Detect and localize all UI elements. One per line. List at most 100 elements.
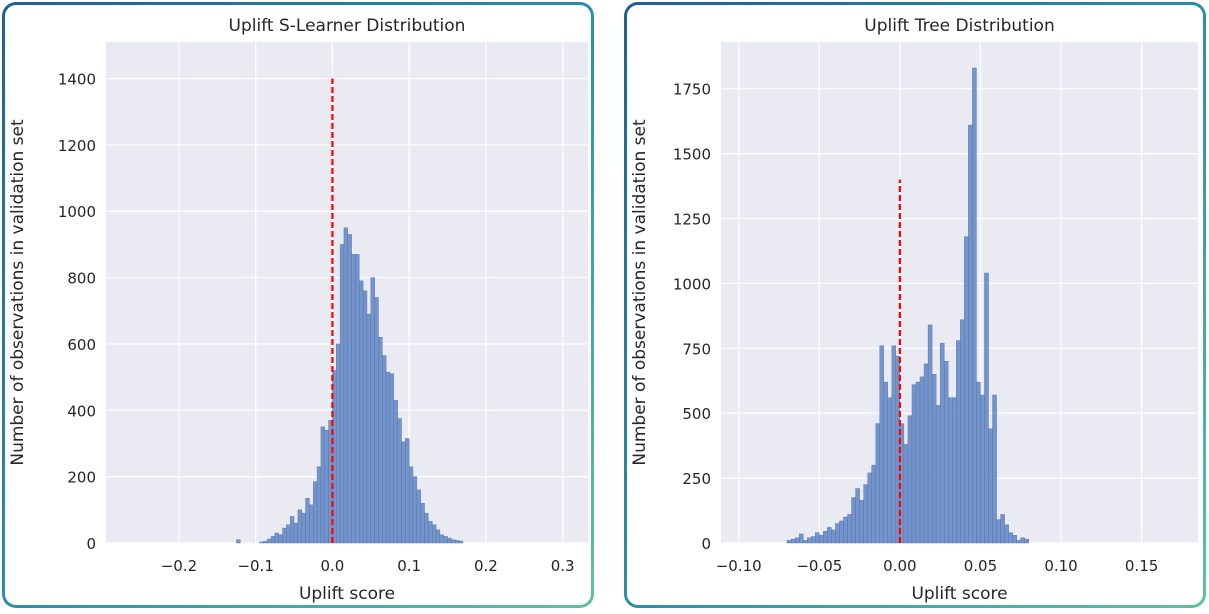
histogram-bar: [835, 523, 840, 544]
x-tick-label: 0.05: [964, 557, 997, 575]
histogram-bar: [887, 397, 893, 544]
histogram-bar: [351, 254, 356, 544]
histogram-bar: [923, 363, 929, 544]
histogram-bar: [458, 540, 464, 544]
histogram-bar: [790, 538, 796, 544]
chart-title: Uplift S-Learner Distribution: [229, 16, 466, 36]
histogram-bar: [1000, 514, 1005, 544]
histogram-bar: [355, 254, 360, 544]
histogram-bar: [786, 540, 792, 544]
histogram-bar: [1024, 538, 1029, 544]
x-tick-label: 0.3: [551, 557, 575, 575]
histogram-bar: [435, 529, 441, 544]
uplift-tree-histogram: −0.10 −0.05 0.00 0.05 0.10 0.15 0 250 500 750 1000…: [630, 16, 1198, 604]
histogram-bar: [855, 488, 860, 544]
histogram-bar: [847, 514, 852, 544]
y-tick-label: 1000: [58, 203, 96, 221]
histogram-bar: [343, 227, 348, 544]
s-learner-chart-panel: −0.2 −0.1 0.0 0.1 0.2 0.3 0 200 400 600 800 1000 120…: [2, 2, 594, 608]
histogram-bar: [1008, 532, 1013, 544]
histogram-bar: [270, 536, 276, 544]
x-tick-label: 0.00: [883, 557, 916, 575]
histogram-bar: [968, 124, 973, 544]
histogram-bar: [447, 537, 452, 544]
histogram-bar: [863, 484, 868, 544]
chart-title: Uplift Tree Distribution: [864, 16, 1054, 36]
histogram-bar: [915, 381, 921, 544]
histogram-bar: [359, 280, 364, 544]
histogram-bar: [282, 527, 287, 544]
histogram-bar: [1004, 524, 1009, 544]
histogram-bar: [336, 343, 341, 544]
histogram-bar: [827, 527, 832, 544]
histogram-bar: [297, 509, 302, 544]
y-tick-label: 1500: [673, 146, 711, 164]
histogram-bar: [278, 534, 283, 544]
y-tick-label: 1250: [673, 211, 711, 229]
histogram-bar: [439, 534, 444, 544]
histogram-bar: [811, 536, 816, 544]
x-tick-label: −0.2: [161, 557, 197, 575]
histogram-bar: [382, 355, 387, 544]
histogram-bar: [1020, 537, 1025, 544]
histogram-bar: [290, 516, 295, 544]
histogram-bar: [802, 540, 808, 544]
histogram-bar: [362, 290, 368, 544]
histogram-bar: [301, 512, 306, 544]
histogram-bar: [385, 371, 391, 544]
histogram-bar: [389, 373, 395, 544]
histogram-bar: [286, 524, 291, 544]
y-tick-label: 1400: [58, 70, 96, 88]
histogram-bar: [807, 537, 812, 544]
y-tick-label: 600: [67, 336, 96, 354]
histogram-bar: [305, 498, 310, 544]
histogram-bar: [293, 522, 299, 544]
histogram-bar: [976, 381, 981, 544]
histogram-bar: [939, 342, 945, 544]
y-tick-label: 1750: [673, 81, 711, 99]
histogram-bar: [879, 345, 884, 544]
histogram-bar: [263, 541, 268, 544]
histogram-bar: [1012, 535, 1017, 544]
histogram-bar: [316, 466, 322, 544]
histogram-bar: [871, 464, 876, 544]
y-tick-label: 750: [682, 340, 711, 358]
histogram-bar: [259, 541, 264, 544]
y-tick-label: 500: [682, 405, 711, 423]
histogram-bar: [366, 313, 371, 544]
histogram-bar: [309, 504, 314, 544]
histogram-bar: [815, 532, 820, 544]
histogram-bar: [405, 438, 410, 544]
histogram-bar: [948, 397, 953, 544]
histogram-bar: [851, 497, 856, 544]
y-axis-label: Number of observations in validation set: [8, 119, 28, 466]
uplift-tree-chart-panel: −0.10 −0.05 0.00 0.05 0.10 0.15 0 250 500 750 1000…: [624, 2, 1206, 608]
histogram-bar: [320, 426, 325, 544]
histogram-bar: [903, 444, 909, 544]
histogram-bar: [397, 418, 402, 544]
histogram-bar: [927, 324, 933, 544]
histogram-bar: [378, 337, 383, 544]
histogram-bar: [393, 400, 398, 544]
y-tick-label: 1200: [58, 137, 96, 155]
histogram-bar: [266, 538, 272, 544]
histogram-bar: [867, 472, 872, 544]
histogram-bar: [339, 244, 345, 544]
histogram-bar: [891, 345, 897, 544]
histogram-bar: [416, 489, 421, 544]
y-tick-label: 800: [67, 270, 96, 288]
histogram-bar: [420, 502, 425, 544]
y-tick-label: 0: [86, 535, 96, 553]
x-tick-label: 0.2: [474, 557, 498, 575]
histogram-bar: [412, 476, 418, 544]
histogram-bar: [794, 537, 800, 544]
histogram-bar: [964, 236, 969, 544]
histogram-bar: [408, 466, 414, 544]
x-tick-label: −0.10: [716, 557, 762, 575]
histogram-bar: [943, 361, 949, 544]
y-tick-label: 200: [67, 469, 96, 487]
histogram-bar: [451, 539, 456, 544]
histogram-bar: [455, 540, 460, 544]
histogram-bar: [875, 423, 880, 544]
histogram-bar: [324, 429, 329, 544]
